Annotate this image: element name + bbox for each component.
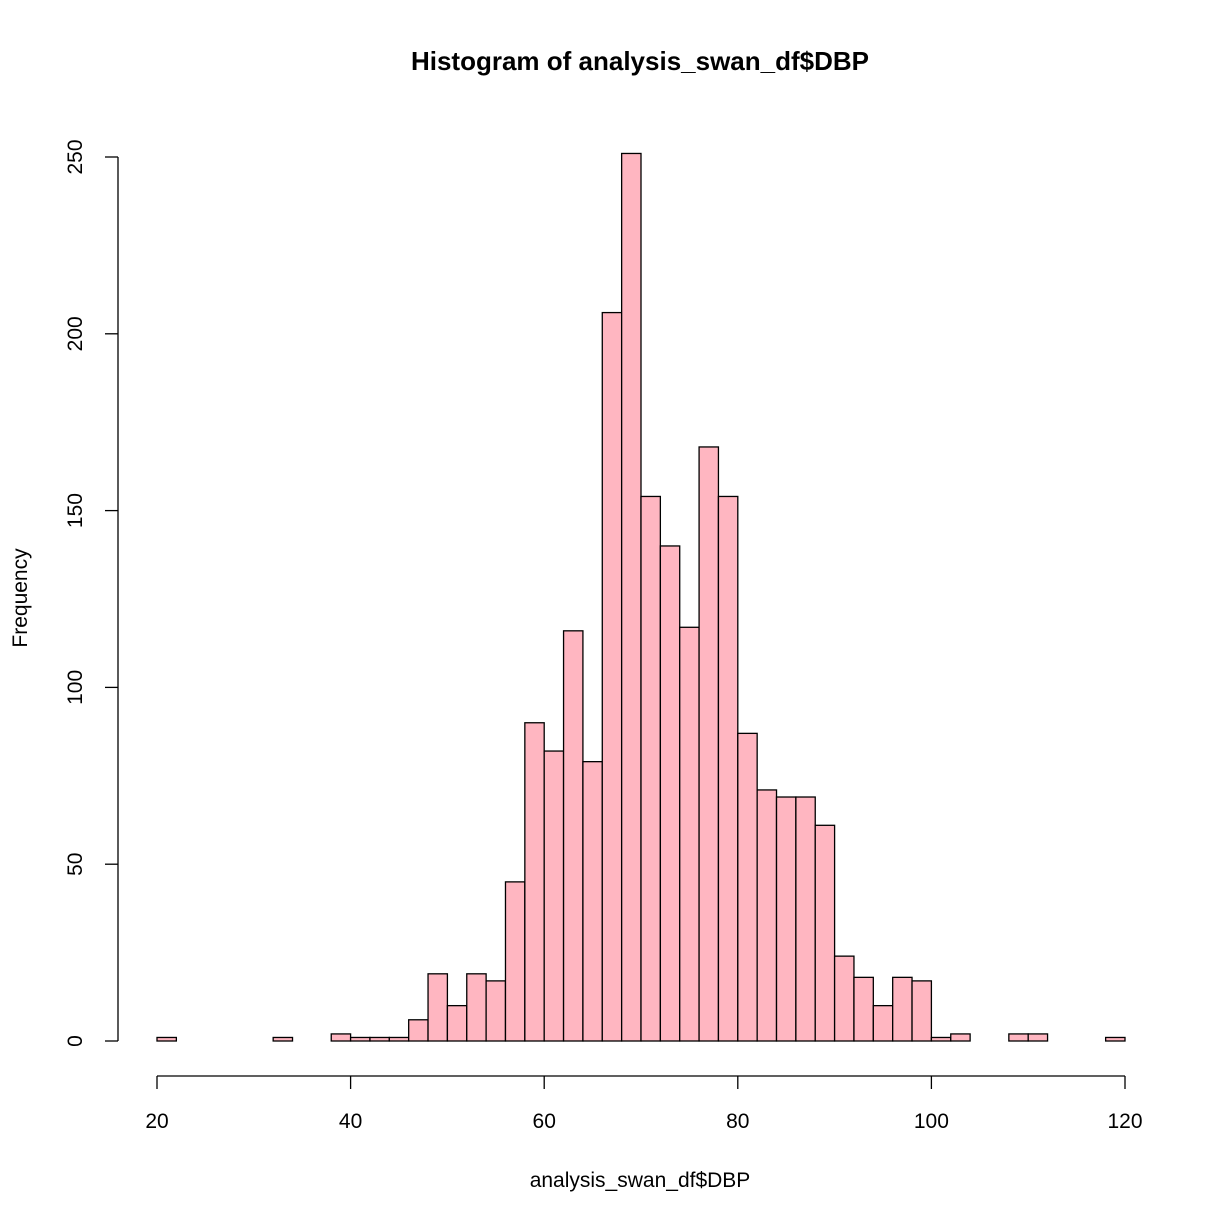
histogram-bar	[446, 1004, 468, 1042]
histogram-bar	[1027, 1033, 1049, 1042]
histogram-bar	[698, 446, 720, 1042]
histogram-bar	[156, 1036, 178, 1042]
histogram-bar	[349, 1036, 371, 1042]
histogram-bar	[330, 1033, 352, 1042]
y-tick-label: 0	[64, 1035, 87, 1047]
histogram-bar	[679, 626, 700, 1042]
histogram-bar	[853, 976, 874, 1042]
histogram-bar	[272, 1036, 294, 1042]
histogram-bar	[892, 976, 913, 1042]
y-tick-label: 50	[64, 853, 87, 876]
y-axis-label: Frequency	[9, 548, 32, 648]
histogram-bar	[737, 732, 758, 1042]
histogram-bar	[640, 495, 662, 1042]
histogram-bar	[911, 980, 933, 1042]
histogram-bar	[775, 796, 797, 1042]
x-tick-label: 120	[1107, 1110, 1142, 1133]
x-tick-label: 60	[533, 1110, 556, 1133]
histogram-bar	[833, 955, 855, 1042]
histogram-bar	[950, 1033, 971, 1042]
histogram-bar	[1104, 1036, 1126, 1042]
histogram-bar	[466, 973, 487, 1042]
y-tick-label: 250	[64, 139, 87, 174]
histogram-bar	[369, 1036, 390, 1042]
x-tick-label: 40	[339, 1110, 362, 1133]
histogram-bar	[524, 722, 545, 1042]
histogram-bar	[388, 1036, 410, 1042]
histogram-bar	[795, 796, 816, 1042]
histogram-bar	[485, 980, 507, 1042]
histogram-bar	[1008, 1033, 1029, 1042]
histogram-bar	[930, 1036, 952, 1042]
x-tick-label: 100	[914, 1110, 949, 1133]
x-tick-label: 80	[726, 1110, 749, 1133]
y-tick-label: 200	[64, 316, 87, 351]
x-tick-label: 20	[145, 1110, 168, 1133]
histogram-bar	[427, 973, 449, 1042]
y-tick-label: 150	[64, 493, 87, 528]
y-axis: 0 50 100 150 200 250	[64, 139, 119, 1047]
histogram-bar	[543, 750, 565, 1042]
histogram-bar	[717, 495, 739, 1042]
histogram-bar	[814, 824, 836, 1042]
x-axis: 20 40 60 80 100 120	[145, 1075, 1143, 1133]
histogram-bar	[620, 152, 642, 1042]
histogram-bar	[504, 881, 526, 1042]
histogram-bar	[756, 789, 778, 1042]
y-tick-label: 100	[64, 670, 87, 705]
bars-group	[156, 152, 1126, 1042]
histogram-bar	[601, 311, 623, 1042]
histogram-bar	[872, 1004, 894, 1042]
histogram-bar	[582, 761, 603, 1042]
x-axis-label: analysis_swan_df$DBP	[530, 1169, 751, 1192]
histogram-bar	[408, 1019, 429, 1042]
histogram-bar	[659, 545, 681, 1042]
chart-title: Histogram of analysis_swan_df$DBP	[411, 46, 869, 76]
histogram-bar	[562, 630, 584, 1042]
